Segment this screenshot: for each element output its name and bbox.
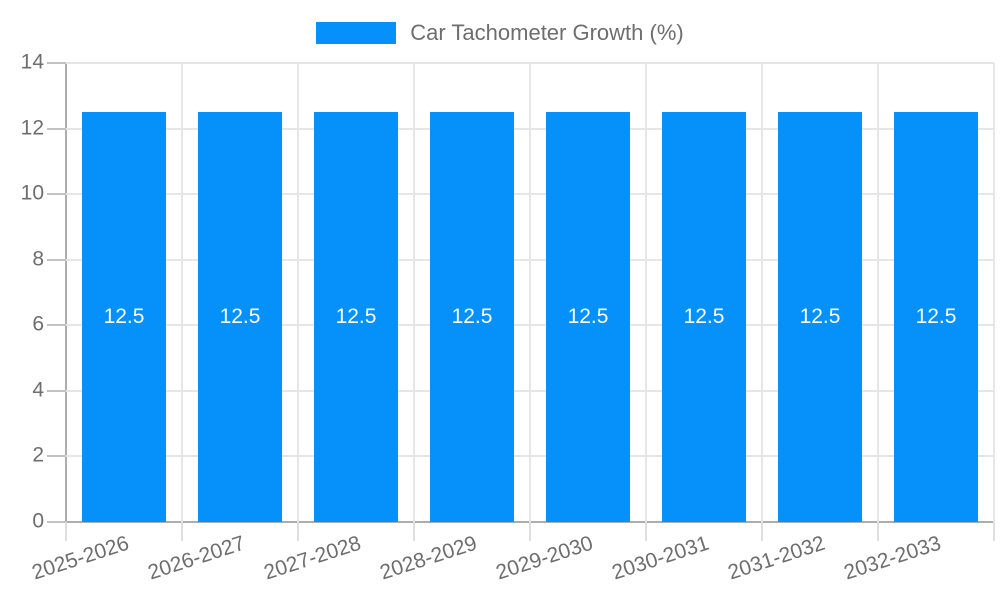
y-axis-label: 6 [32,312,44,336]
y-tick [47,258,66,261]
x-axis-label-text: 2031-2032 [724,531,828,585]
y-tick [47,127,66,130]
bar-value-label: 12.5 [335,305,377,329]
x-tick [65,522,67,541]
bar: 12.5 [894,112,978,522]
v-gridline [413,63,415,522]
chart-legend: Car Tachometer Growth (%) [0,20,1000,46]
x-tick [297,522,299,541]
y-tick [47,62,66,64]
y-tick [47,455,66,458]
y-axis-label: 4 [32,378,44,402]
y-tick [47,389,66,392]
bar-value-label: 12.5 [915,305,957,329]
y-axis-label: 0 [32,509,44,533]
x-axis-label-text: 2026-2027 [144,531,248,585]
bar: 12.5 [198,112,282,522]
x-tick [181,522,183,541]
x-axis-label-text: 2028-2029 [376,531,480,585]
y-tick [47,324,66,327]
x-tick [529,522,531,541]
x-axis-label-text: 2025-2026 [28,531,132,585]
bar: 12.5 [662,112,746,522]
x-axis-label-text: 2029-2030 [492,531,596,585]
y-axis-label: 8 [32,247,44,271]
x-tick [993,522,995,541]
x-axis-label-text: 2030-2031 [608,531,712,585]
x-tick [877,522,879,541]
y-tick [47,193,66,196]
bar-value-label: 12.5 [451,305,493,329]
bar-value-label: 12.5 [103,305,145,329]
y-axis-label: 2 [32,443,44,467]
v-gridline [297,63,299,522]
y-tick [47,521,66,523]
v-gridline [877,63,879,522]
v-gridline [993,63,995,522]
x-tick [761,522,763,541]
x-axis-label-text: 2027-2028 [260,531,364,585]
y-axis-label: 12 [20,116,44,140]
v-gridline [529,63,531,522]
y-axis-label: 14 [20,50,44,74]
bar-value-label: 12.5 [567,305,609,329]
bar: 12.5 [430,112,514,522]
bar: 12.5 [82,112,166,522]
x-axis-label-text: 2032-2033 [840,531,944,585]
x-tick [645,522,647,541]
x-tick [413,522,415,541]
bar-value-label: 12.5 [219,305,261,329]
bar: 12.5 [546,112,630,522]
bar: 12.5 [778,112,862,522]
v-gridline [645,63,647,522]
plot-area: 0 2 4 6 8 10 12 14 12.5 12.5 12.5 12.5 12.5 12.5 12.5 1… [21,51,995,584]
legend-swatch [316,22,397,44]
bar-value-label: 12.5 [683,305,725,329]
bar-value-label: 12.5 [799,305,841,329]
y-axis-line [65,63,67,522]
v-gridline [181,63,183,522]
v-gridline [761,63,763,522]
y-axis-label: 10 [20,181,44,205]
bar: 12.5 [314,112,398,522]
legend-label: Car Tachometer Growth (%) [410,20,684,45]
